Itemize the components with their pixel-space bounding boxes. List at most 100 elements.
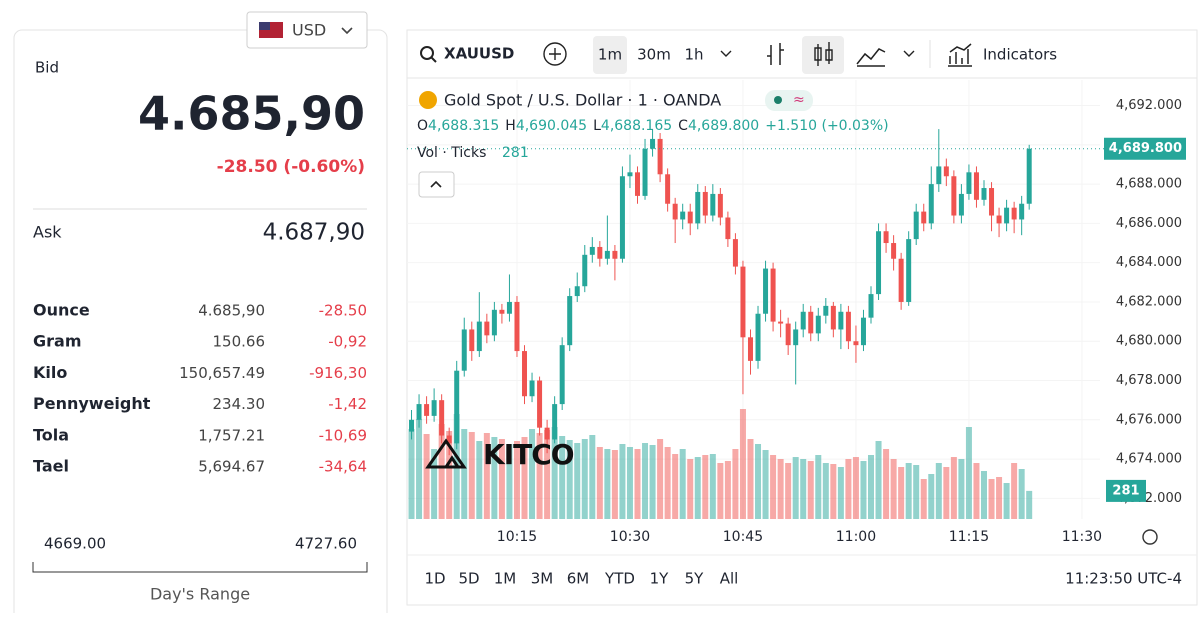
- volume-bar: [679, 449, 686, 519]
- candle-body: [1019, 203, 1025, 220]
- candle-body: [529, 380, 535, 397]
- search-icon[interactable]: [420, 46, 434, 60]
- volume-bar: [626, 447, 633, 519]
- candle-body: [469, 329, 475, 352]
- candle-body: [732, 239, 738, 267]
- area-icon[interactable]: [856, 48, 886, 67]
- interval[interactable]: 1m: [598, 46, 622, 64]
- candle-body: [552, 404, 558, 440]
- candle-body: [710, 193, 716, 216]
- volume-bar: [777, 459, 784, 519]
- period[interactable]: 3M: [531, 570, 554, 588]
- volume-bar: [559, 436, 566, 519]
- volume-bar: [431, 449, 438, 519]
- candle-body: [891, 243, 897, 259]
- unit-name: Gram: [33, 332, 82, 351]
- chevrons[interactable]: [720, 50, 915, 57]
- volume-bar: [875, 441, 882, 519]
- candle-body: [484, 321, 490, 336]
- ohlc-legend: O4,688.315 H4,690.045 L4,688.165 C4,689.800…: [417, 118, 889, 134]
- range-label: Day's Range: [150, 585, 250, 604]
- volume-bar: [965, 427, 972, 519]
- search-icon-handle: [430, 56, 437, 63]
- candle-body: [906, 239, 912, 302]
- quote-card: [13, 29, 388, 617]
- symbol[interactable]: XAUUSD: [444, 45, 514, 63]
- legend-key: C: [678, 118, 688, 134]
- volume-bar: [536, 433, 543, 519]
- chart-title: Gold Spot / U.S. Dollar · 1 · OANDA: [444, 91, 721, 110]
- candle-body: [544, 427, 550, 440]
- candle-body: [514, 301, 520, 352]
- volume-bar: [732, 449, 739, 519]
- period[interactable]: 5D: [458, 570, 479, 588]
- period[interactable]: 1D: [424, 570, 445, 588]
- volume-bar: [687, 459, 694, 519]
- chart-type-active[interactable]: [802, 36, 844, 74]
- candle-body: [868, 294, 874, 318]
- candle-body: [604, 250, 610, 259]
- candle-body: [778, 321, 784, 324]
- candle-body: [830, 305, 836, 330]
- period[interactable]: 1Y: [650, 570, 670, 588]
- candle-body: [522, 351, 528, 397]
- y-tick-label: 4,686.000: [1116, 216, 1182, 231]
- status-pill: [765, 90, 813, 111]
- bars-icon[interactable]: [767, 43, 784, 65]
- legend-key: H: [505, 118, 516, 134]
- compare-button[interactable]: [543, 42, 567, 66]
- volume-bar: [755, 444, 762, 519]
- period[interactable]: 5Y: [685, 570, 705, 588]
- volume-bar: [642, 443, 649, 519]
- candle-body: [431, 400, 437, 416]
- bid: 4.685,90: [138, 87, 365, 141]
- volume-bar: [529, 429, 536, 519]
- period[interactable]: YTD: [604, 570, 635, 588]
- range-low: 4669.00: [44, 535, 106, 553]
- candle-body: [461, 329, 467, 371]
- volume-bar: [649, 445, 656, 519]
- unit-change: -10,69: [319, 426, 367, 444]
- candle-body: [537, 380, 543, 428]
- volume-bar: [860, 461, 867, 519]
- candle-body: [491, 309, 497, 336]
- flag-canton: [259, 22, 270, 30]
- plus: [549, 48, 561, 60]
- candle-body: [973, 172, 979, 200]
- volume-bar: [928, 474, 935, 519]
- candle-body: [717, 193, 723, 218]
- candle-body: [936, 166, 942, 185]
- unit-change: -34,64: [319, 458, 367, 476]
- delayed-icon: ≈: [793, 92, 805, 108]
- volume-bar: [883, 449, 890, 519]
- chevron-up: [430, 180, 442, 188]
- candle-body: [747, 337, 753, 361]
- candle-body: [763, 268, 769, 314]
- indicators-icon[interactable]: [948, 43, 972, 67]
- x-tick-label: 10:15: [497, 529, 537, 545]
- interval[interactable]: 1h: [684, 46, 703, 64]
- candle-body: [627, 172, 633, 177]
- legend-value: 4,688.165: [601, 118, 672, 134]
- indicators[interactable]: Indicators: [983, 46, 1057, 64]
- currency-select[interactable]: [246, 11, 368, 49]
- candle-body: [800, 311, 806, 330]
- unit-name: Ounce: [33, 301, 90, 320]
- candle-body: [808, 311, 814, 334]
- period[interactable]: 1M: [494, 570, 517, 588]
- candle-body: [476, 321, 482, 352]
- volume-bar: [785, 463, 792, 519]
- candle-body: [499, 309, 505, 314]
- candle-body: [665, 174, 671, 204]
- period[interactable]: All: [720, 570, 739, 588]
- volume-bar: [483, 433, 490, 519]
- collapse-button[interactable]: [418, 171, 455, 198]
- volume-bar: [657, 439, 664, 519]
- settings[interactable]: [1142, 529, 1158, 545]
- y-tick-label: 4,684.000: [1116, 255, 1182, 270]
- volume-bar: [611, 450, 618, 519]
- volume-bar: [822, 463, 829, 519]
- interval[interactable]: 30m: [637, 46, 671, 64]
- candle-body: [823, 305, 829, 316]
- period[interactable]: 6M: [567, 570, 590, 588]
